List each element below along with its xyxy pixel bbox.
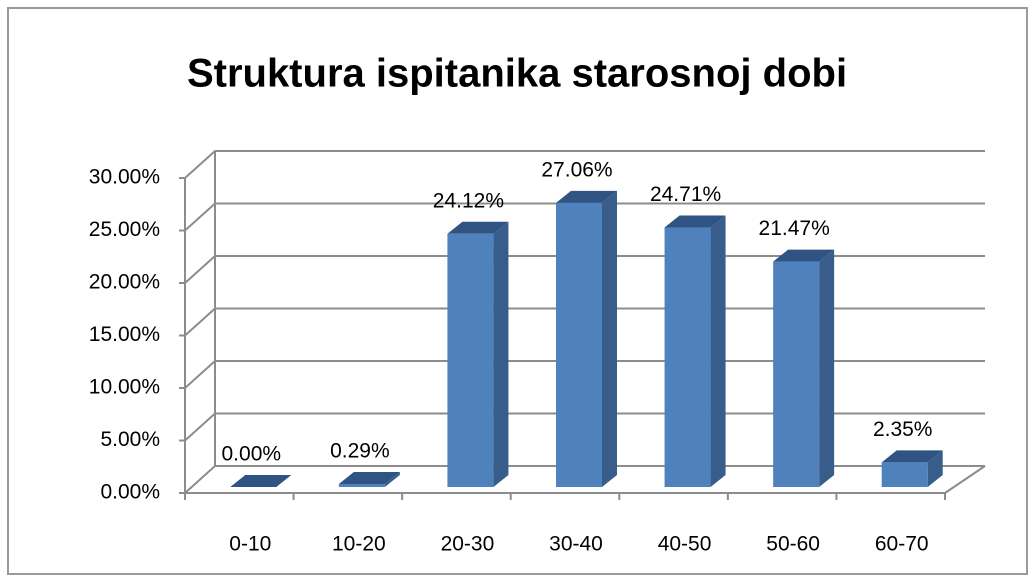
grid-line (184, 255, 985, 284)
bar-top (447, 221, 509, 234)
chart-title: Struktura ispitanika starosnoj dobi (187, 52, 847, 96)
bar (773, 249, 835, 487)
grid-line (184, 150, 985, 179)
x-tick-label: 50-60 (766, 533, 820, 556)
x-tick-label: 30-40 (549, 533, 603, 556)
bar-top (556, 190, 617, 203)
grid-line (184, 412, 985, 442)
value-label: 24.12% (433, 189, 504, 212)
value-label: 2.35% (873, 418, 933, 441)
bar (447, 221, 509, 488)
value-label: 0.00% (222, 443, 282, 466)
x-tick-label: 20-30 (441, 533, 495, 556)
bar-side (927, 450, 943, 487)
bar (664, 215, 726, 488)
bar (556, 190, 617, 487)
y-tick-label: 15.00% (89, 323, 160, 346)
bar-front (664, 227, 711, 488)
bar-top (230, 475, 292, 487)
bar-top (881, 450, 943, 463)
bar-top (773, 249, 835, 262)
x-tick-label: 10-20 (332, 533, 386, 556)
bar (881, 450, 943, 487)
bar-side (602, 190, 617, 487)
x-tick-label: 0-10 (229, 533, 271, 556)
value-label: 27.06% (541, 158, 612, 181)
bar-top (664, 215, 726, 228)
bar-front (338, 483, 385, 487)
bar-side (819, 249, 835, 487)
x-tick-label: 60-70 (875, 533, 929, 556)
bar (230, 475, 292, 487)
value-label: 21.47% (759, 217, 830, 240)
y-tick-label: 30.00% (89, 166, 160, 189)
y-tick-label: 5.00% (100, 428, 160, 451)
bar-side (493, 221, 509, 488)
y-tick-label: 20.00% (89, 271, 160, 294)
bar-top (338, 471, 400, 484)
x-tick-label: 40-50 (658, 533, 712, 556)
floor-line (944, 465, 986, 494)
y-tick-label: 0.00% (100, 481, 160, 504)
grid-line (184, 465, 985, 494)
bar (338, 471, 400, 487)
bar-side (384, 471, 400, 487)
bar-front (556, 202, 602, 487)
bar-side (710, 215, 726, 488)
grid-line (184, 360, 985, 389)
bar-front (773, 261, 820, 487)
bar-front (881, 462, 928, 487)
value-label: 0.29% (330, 440, 390, 463)
chart-border (7, 7, 1028, 575)
bar-front (447, 233, 494, 487)
grid-line (184, 202, 985, 232)
value-label: 24.71% (650, 183, 721, 206)
y-tick-label: 10.00% (89, 376, 160, 399)
grid-line (184, 307, 985, 337)
y-tick-label: 25.00% (89, 218, 160, 241)
